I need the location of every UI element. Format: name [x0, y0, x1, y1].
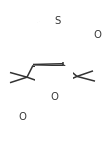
Text: O: O [53, 37, 61, 47]
Text: O: O [50, 92, 58, 102]
Text: N: N [50, 82, 58, 92]
Text: S: S [55, 16, 61, 26]
Text: O: O [18, 112, 26, 122]
Text: O: O [93, 30, 101, 40]
Text: S: S [69, 28, 75, 38]
